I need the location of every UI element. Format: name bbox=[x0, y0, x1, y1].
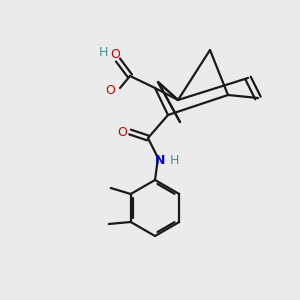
Text: N: N bbox=[155, 154, 165, 166]
Text: H: H bbox=[98, 46, 108, 59]
Text: H: H bbox=[169, 154, 179, 166]
Text: O: O bbox=[105, 83, 115, 97]
Text: O: O bbox=[117, 125, 127, 139]
Text: O: O bbox=[110, 47, 120, 61]
